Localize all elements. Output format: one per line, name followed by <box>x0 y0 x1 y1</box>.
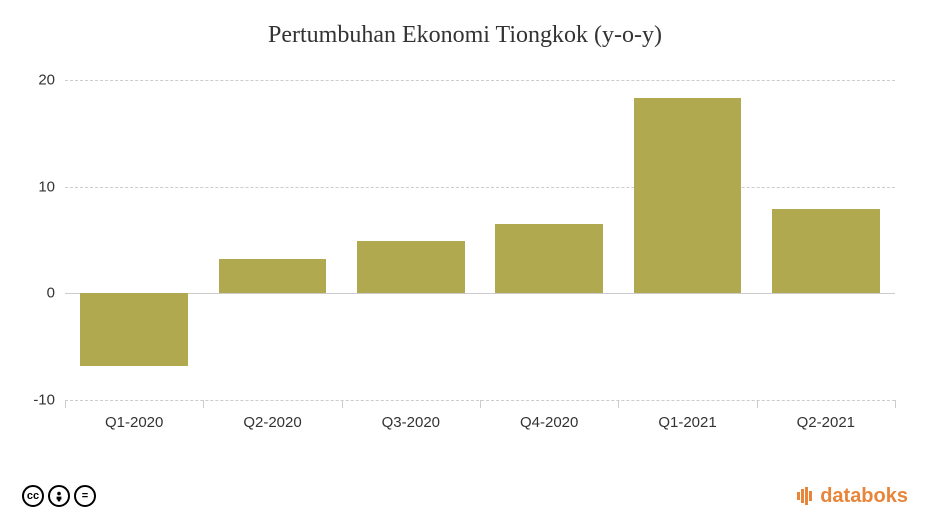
x-tick <box>342 400 343 408</box>
x-axis-label: Q2-2021 <box>797 414 855 431</box>
bar <box>80 293 188 366</box>
cc-icon: cc <box>22 485 44 507</box>
gridline <box>65 187 895 188</box>
x-tick <box>480 400 481 408</box>
x-axis-label: Q1-2020 <box>105 414 163 431</box>
y-axis-label: 20 <box>38 72 55 89</box>
chart-title: Pertumbuhan Ekonomi Tiongkok (y-o-y) <box>0 22 930 49</box>
y-axis-label: -10 <box>33 392 55 409</box>
x-axis-label: Q1-2021 <box>658 414 716 431</box>
brand-logo: databoks <box>796 485 908 508</box>
x-tick <box>618 400 619 408</box>
x-axis-label: Q3-2020 <box>382 414 440 431</box>
bar <box>495 224 603 293</box>
chart-container: Pertumbuhan Ekonomi Tiongkok (y-o-y) -10… <box>0 0 930 470</box>
footer: cc = databoks <box>0 470 930 522</box>
gridline <box>65 80 895 81</box>
license-badges: cc = <box>22 485 96 507</box>
gridline <box>65 293 895 294</box>
x-axis-label: Q2-2020 <box>243 414 301 431</box>
bar <box>219 259 327 293</box>
x-tick <box>757 400 758 408</box>
x-tick <box>203 400 204 408</box>
brand-bars-icon <box>796 487 814 505</box>
x-tick <box>895 400 896 408</box>
bar <box>634 98 742 293</box>
y-axis-label: 10 <box>38 178 55 195</box>
bar <box>357 241 465 293</box>
nd-icon: = <box>74 485 96 507</box>
bar <box>772 209 880 293</box>
brand-name: databoks <box>820 485 908 508</box>
plot-area: -1001020Q1-2020Q2-2020Q3-2020Q4-2020Q1-2… <box>65 80 895 400</box>
x-axis-label: Q4-2020 <box>520 414 578 431</box>
by-icon <box>48 485 70 507</box>
y-axis-label: 0 <box>47 285 55 302</box>
x-tick <box>65 400 66 408</box>
